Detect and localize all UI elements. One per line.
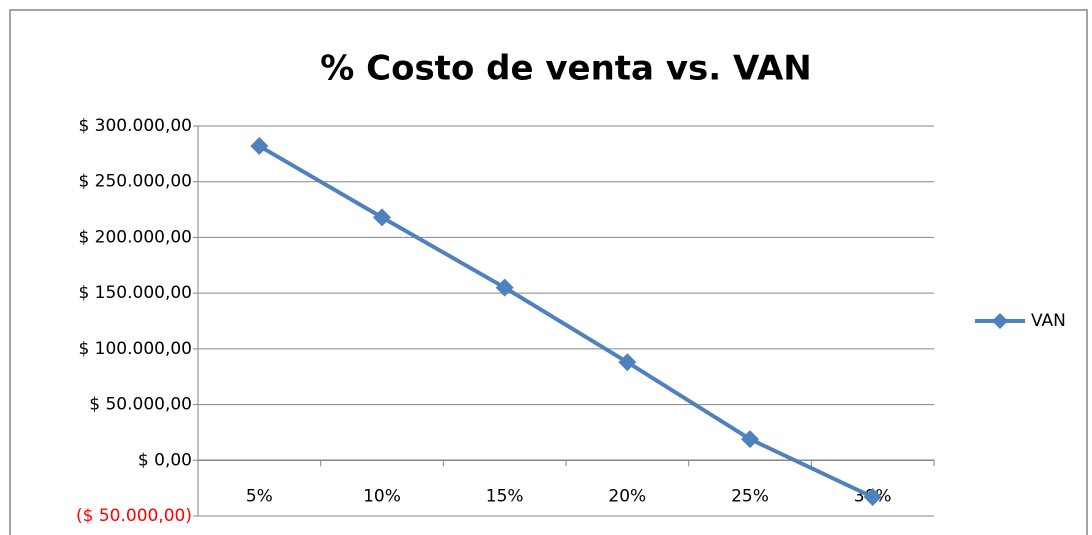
y-tick-label: $ 200.000,00	[78, 227, 192, 247]
x-tick-label: 15%	[486, 486, 524, 506]
series-line	[258, 144, 874, 499]
y-tick-label: $ 300.000,00	[78, 116, 192, 136]
chart-title: % Costo de venta vs. VAN	[320, 49, 812, 89]
marker	[741, 430, 759, 449]
y-tick-label: $ 50.000,00	[89, 395, 192, 415]
y-tick-label: $ 150.000,00	[78, 283, 192, 303]
y-tick-label: $ 0,00	[138, 450, 192, 470]
legend-label: VAN	[1031, 311, 1066, 331]
y-tick-label: ($ 50.000,00)	[76, 506, 192, 526]
x-tick-label: 20%	[608, 486, 646, 506]
y-tick-label: $ 100.000,00	[78, 339, 192, 359]
legend-marker	[992, 313, 1008, 329]
chart-frame	[9, 9, 1088, 535]
x-tick-label: 10%	[363, 486, 401, 506]
y-tick-label: $ 250.000,00	[78, 172, 192, 192]
marker	[618, 353, 637, 372]
x-tick-label: 25%	[731, 486, 769, 506]
marker	[250, 137, 269, 156]
marker	[373, 208, 391, 227]
marker	[863, 488, 882, 507]
x-tick-label: 5%	[246, 486, 273, 506]
marker	[495, 278, 514, 297]
